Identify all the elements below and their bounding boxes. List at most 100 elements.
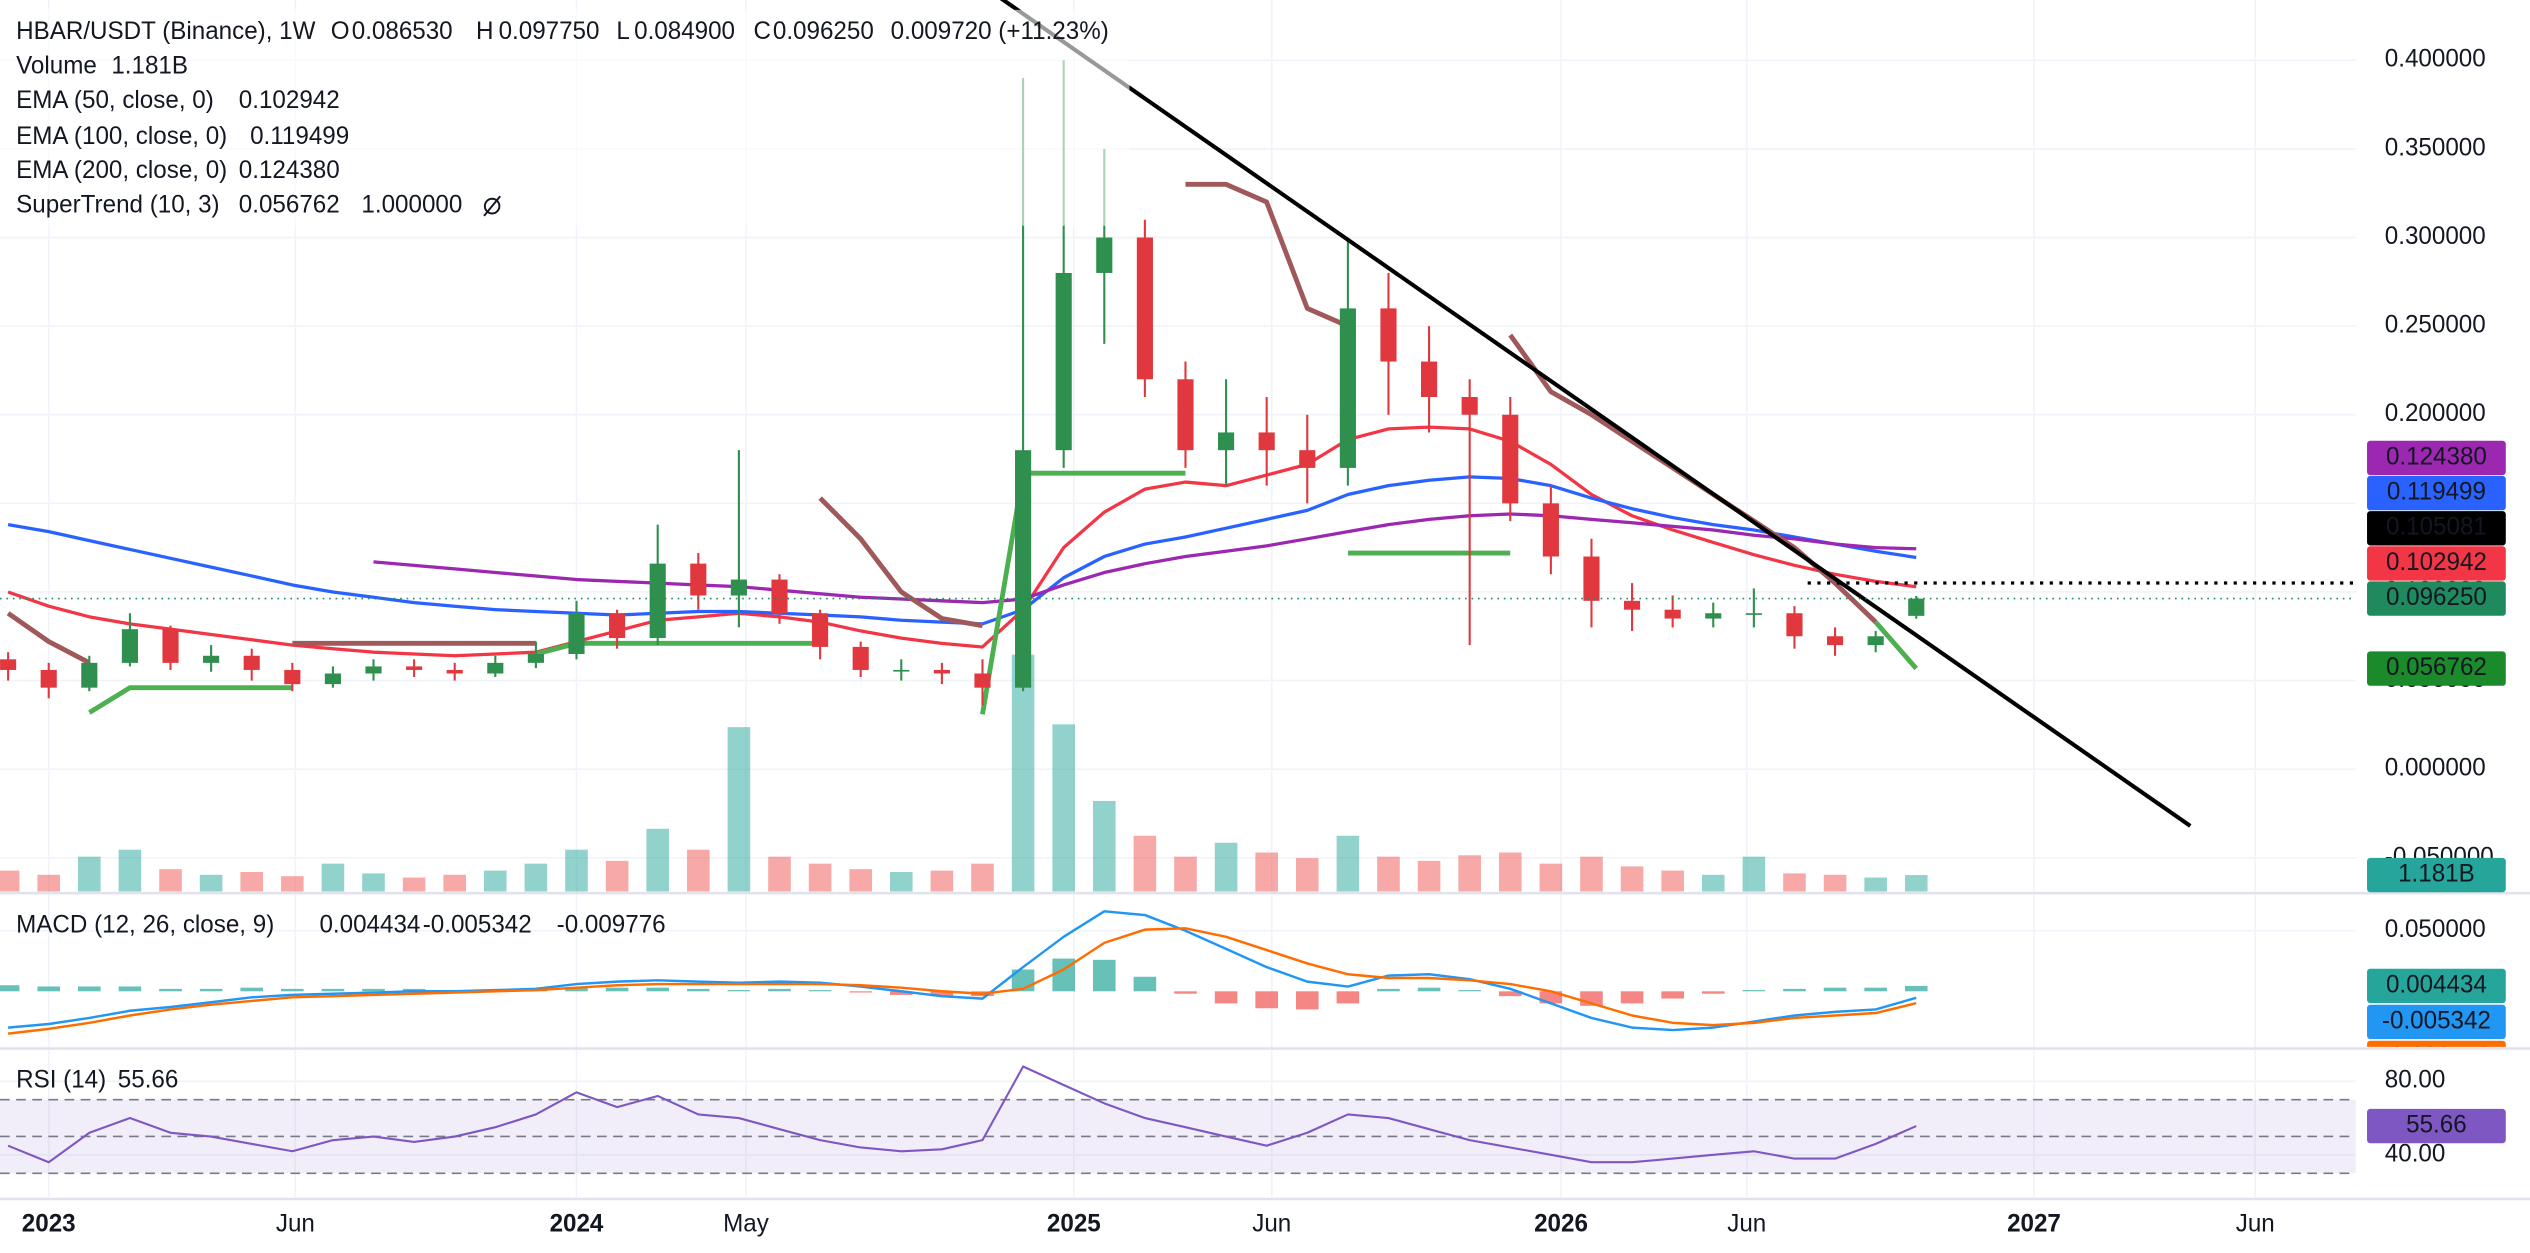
- macd-histogram-bar: [1904, 985, 1928, 992]
- volume-bar: [1377, 856, 1400, 892]
- legend-value: 0.004434: [319, 911, 420, 938]
- volume-bar: [1701, 874, 1725, 892]
- volume-bar: [524, 863, 548, 892]
- price-change: 0.009720 (+11.23%): [891, 18, 1109, 45]
- legend-label: EMA (200, close, 0): [16, 157, 227, 184]
- candle-body: [162, 629, 179, 663]
- y-tick-label: 80.00: [2385, 1067, 2446, 1094]
- candle-body: [730, 579, 747, 596]
- volume-bar: [1783, 873, 1806, 892]
- candle-body: [1908, 598, 1925, 616]
- candle-body: [1015, 450, 1032, 688]
- volume-bar: [159, 869, 182, 892]
- price-label-box: [2367, 857, 2506, 893]
- legend-value: -0.005342: [423, 911, 532, 938]
- volume-bar: [1580, 856, 1603, 892]
- candle-body: [1867, 636, 1884, 646]
- macd-histogram-bar: [159, 988, 182, 992]
- volume-bar: [889, 871, 913, 892]
- legend-value: 55.66: [118, 1067, 179, 1094]
- volume-bar: [1092, 800, 1116, 892]
- price-label: 0.105081: [2386, 514, 2487, 541]
- macd-histogram-bar: [808, 990, 832, 992]
- candle-body: [0, 659, 17, 670]
- candle-body: [1136, 237, 1153, 380]
- candle-body: [933, 669, 950, 674]
- ohlc-key: L: [616, 18, 629, 45]
- volume-bar: [1904, 875, 1928, 892]
- volume-bar: [930, 870, 954, 892]
- volume-bar: [1336, 835, 1360, 892]
- macd-histogram-bar: [646, 987, 669, 992]
- price-label: -0.009776: [2382, 1043, 2491, 1070]
- candle-body: [1258, 432, 1275, 451]
- macd-histogram-bar: [1295, 991, 1319, 1010]
- volume-bar: [118, 849, 142, 892]
- macd-histogram-bar: [321, 988, 345, 992]
- price-label: -0.005342: [2382, 1007, 2491, 1034]
- volume-bar: [1011, 654, 1035, 892]
- macd-histogram-bar: [768, 988, 791, 992]
- price-label-box: [2367, 581, 2506, 616]
- volume-bar: [78, 856, 101, 892]
- price-label: 0.102942: [2386, 549, 2487, 576]
- x-tick-label: Jun: [1252, 1211, 1291, 1238]
- volume-bar: [1458, 855, 1481, 892]
- ohlc-value: 0.097750: [499, 18, 600, 45]
- candle-body: [1380, 308, 1397, 362]
- candle-body: [1624, 600, 1641, 610]
- macd-histogram-bar: [1092, 959, 1116, 992]
- legend-label: MACD (12, 26, close, 9): [16, 911, 274, 938]
- macd-histogram-bar: [1864, 987, 1887, 992]
- price-label: 55.66: [2406, 1111, 2467, 1138]
- volume-bar: [646, 828, 669, 892]
- volume-bar: [1255, 852, 1278, 892]
- price-label: 0.096250: [2386, 584, 2487, 611]
- macd-histogram-bar: [1174, 991, 1197, 994]
- macd-histogram-bar: [78, 986, 101, 992]
- macd-histogram-bar: [1133, 976, 1157, 992]
- legend-value: 1.181B: [111, 52, 188, 79]
- volume-bar: [484, 870, 507, 892]
- volume-bar: [808, 863, 832, 892]
- volume-bar: [565, 849, 588, 892]
- price-label-box: [2367, 1108, 2506, 1144]
- y-tick-label: 0.350000: [2385, 134, 2486, 161]
- legend-label: RSI (14): [16, 1067, 106, 1094]
- macd-histogram-bar: [1458, 990, 1481, 992]
- x-tick-label: 2025: [1047, 1211, 1101, 1238]
- ema-line: [373, 512, 1917, 605]
- y-tick-label: 0.250000: [2385, 311, 2486, 338]
- macd-histogram-bar: [1661, 991, 1684, 999]
- price-label-box: [2367, 440, 2506, 476]
- candle-body: [852, 646, 869, 670]
- candle-body: [1461, 397, 1478, 415]
- candle-body: [324, 673, 341, 685]
- volume-bar: [768, 856, 791, 892]
- macd-price-labels: 0.004434 -0.005342 -0.009776: [2367, 968, 2506, 1070]
- macd-histogram-bar: [1701, 991, 1725, 994]
- candle-body: [527, 653, 544, 663]
- candle-body: [568, 613, 585, 654]
- price-label: 0.004434: [2386, 971, 2487, 998]
- volume-bar: [1864, 877, 1887, 892]
- legend-label: SuperTrend (10, 3): [16, 191, 219, 218]
- legend-value: 1.000000: [361, 191, 462, 218]
- candle-body: [406, 666, 423, 670]
- macd-histogram-bar: [1377, 988, 1400, 992]
- candle-body: [609, 613, 626, 639]
- empty-set-icon: [483, 195, 501, 217]
- macd-histogram-bar: [362, 988, 385, 992]
- legend-value: 0.119499: [250, 123, 349, 150]
- candle-body: [812, 613, 829, 647]
- volume-bar: [321, 863, 345, 892]
- price-label: 0.119499: [2387, 478, 2486, 505]
- price-label-box: [2367, 968, 2506, 1004]
- macd-histogram-bar: [240, 987, 264, 992]
- volume-bar: [1620, 866, 1644, 892]
- candle-body: [649, 563, 666, 639]
- candle-body: [487, 662, 504, 674]
- macd-histogram-bar: [1742, 990, 1766, 992]
- ohlc-key: H: [476, 18, 493, 45]
- x-tick-label: 2026: [1534, 1211, 1588, 1238]
